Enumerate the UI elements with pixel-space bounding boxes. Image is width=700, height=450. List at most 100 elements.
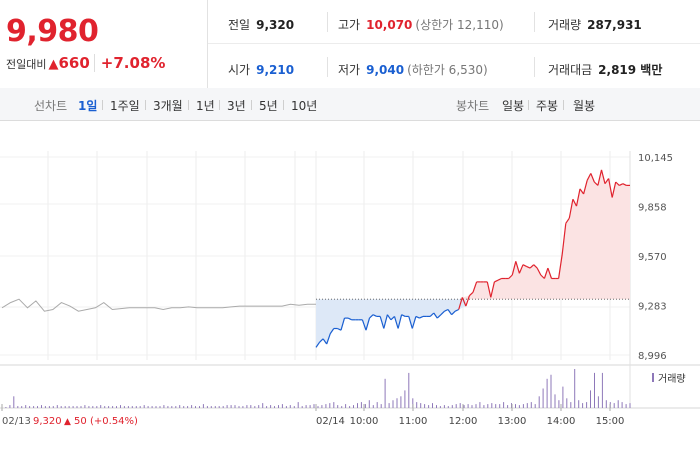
today-series-segment [458, 297, 463, 310]
today-series-segment [329, 328, 335, 334]
today-series-segment [593, 181, 599, 186]
y-tick-label: 8,996 [638, 351, 667, 362]
today-series-segment [494, 279, 499, 283]
today-series-segment [536, 267, 542, 276]
today-series-segment [319, 338, 324, 343]
today-series-segment [508, 274, 513, 279]
today-series-segment [572, 198, 578, 207]
today-series-segment [419, 315, 424, 319]
today-series-segment [611, 181, 617, 198]
x-tick-label: 02/14 [316, 416, 345, 427]
today-series-segment [568, 199, 574, 219]
today-series-segment [615, 181, 620, 186]
today-series-segment [401, 314, 406, 317]
today-series-segment [444, 308, 449, 312]
today-series-segment [600, 169, 606, 184]
change-label: 전일대비 [6, 58, 47, 71]
divider [534, 57, 535, 77]
today-series-segment [340, 317, 346, 331]
today-series-segment [586, 173, 592, 181]
today-series-segment [561, 223, 567, 255]
chart-period-tabs: 선차트 1일 1주일 3개월 1년 3년 5년 10년 봉차트 일봉 주봉 월봉 [0, 88, 700, 121]
change-percent: +7.08% [93, 54, 166, 72]
today-series-segment [597, 169, 603, 186]
today-series-segment [547, 267, 553, 279]
prev-day-up-arrow-icon: ▲ [64, 417, 71, 427]
change-amount: 660 [58, 54, 90, 72]
today-series-segment [543, 267, 549, 279]
today-series-segment [511, 261, 517, 276]
prev-day-change: 50 [74, 416, 87, 427]
today-series-segment [575, 188, 581, 207]
today-series-segment [486, 281, 492, 298]
today-series-segment [579, 188, 585, 195]
prev-day-close: 9,320 [33, 416, 62, 427]
today-series-segment [440, 310, 445, 316]
volume-legend: 거래량 [658, 373, 686, 385]
price-chart: 10,145 9,858 9,570 9,283 8,996 02/14 10:00 11:… [0, 121, 700, 450]
tab-daily-candle[interactable]: 일봉 [502, 99, 525, 113]
today-series-segment [322, 338, 328, 345]
today-series-segment [447, 309, 453, 316]
y-tick-label: 10,145 [638, 153, 673, 164]
tab-3month[interactable]: 3개월 [153, 99, 183, 113]
up-area-fill [462, 169, 630, 300]
divider [327, 12, 328, 32]
tab-5year[interactable]: 5년 [259, 99, 278, 113]
today-series-segment [518, 264, 524, 274]
tab-weekly-candle[interactable]: 주봉 [536, 99, 559, 113]
today-series-segment [436, 314, 442, 319]
today-series-segment [454, 308, 459, 312]
today-series-segment [365, 317, 371, 331]
today-series-segment [369, 314, 374, 319]
x-tick-label: 14:00 [547, 416, 576, 427]
today-series-segment [565, 217, 570, 224]
down-area-fill [316, 299, 466, 348]
tab-monthly-candle[interactable]: 월봉 [573, 99, 596, 113]
today-series-segment [372, 314, 377, 317]
stat-low: 저가 9,040 (하한가 6,530) [338, 63, 488, 77]
y-tick-label: 9,283 [638, 302, 667, 313]
today-series-segment [465, 295, 470, 307]
prev-day-series [1, 298, 316, 312]
stat-volume: 거래량 287,931 [548, 18, 642, 32]
x-tick-label: 12:00 [449, 416, 478, 427]
line-chart-group-label: 선차트 [34, 99, 68, 113]
tab-1week[interactable]: 1주일 [110, 99, 140, 113]
stat-open: 시가 9,210 [228, 63, 295, 77]
today-series-segment [604, 178, 610, 185]
today-series-segment [337, 327, 342, 331]
today-series-segment [315, 341, 321, 348]
today-series-segment [429, 312, 435, 317]
today-series-segment [451, 310, 456, 316]
x-tick-label: 15:00 [596, 416, 625, 427]
today-series-segment [515, 261, 520, 274]
change-line: 전일대비 ▲660 +7.08% [6, 54, 166, 72]
divider [327, 57, 328, 77]
volume-legend-swatch [652, 373, 654, 382]
today-series-segment [379, 316, 385, 329]
today-series-segment [461, 297, 467, 307]
tab-1year[interactable]: 1년 [196, 99, 215, 113]
today-series-segment [411, 316, 417, 329]
x-tick-label: 13:00 [498, 416, 527, 427]
today-series-segment [408, 316, 413, 329]
today-series-segment [468, 291, 474, 297]
today-series-segment [590, 173, 595, 183]
stat-prev-close: 전일 9,320 [228, 18, 295, 32]
today-series-segment [393, 316, 399, 329]
today-series-segment [526, 265, 531, 269]
today-series-segment [390, 315, 395, 321]
divider [534, 12, 535, 32]
today-series-segment [415, 315, 420, 319]
tab-3year[interactable]: 3년 [227, 99, 246, 113]
tab-1day[interactable]: 1일 [78, 99, 98, 113]
today-series-segment [619, 183, 624, 186]
tab-10year[interactable]: 10년 [291, 99, 318, 113]
up-arrow-icon: ▲ [48, 57, 59, 72]
today-series-segment [622, 183, 627, 186]
today-series-segment [433, 312, 438, 319]
current-price: 9,980 [6, 14, 99, 49]
today-series-segment [347, 317, 352, 321]
prev-day-date: 02/13 [2, 416, 31, 427]
